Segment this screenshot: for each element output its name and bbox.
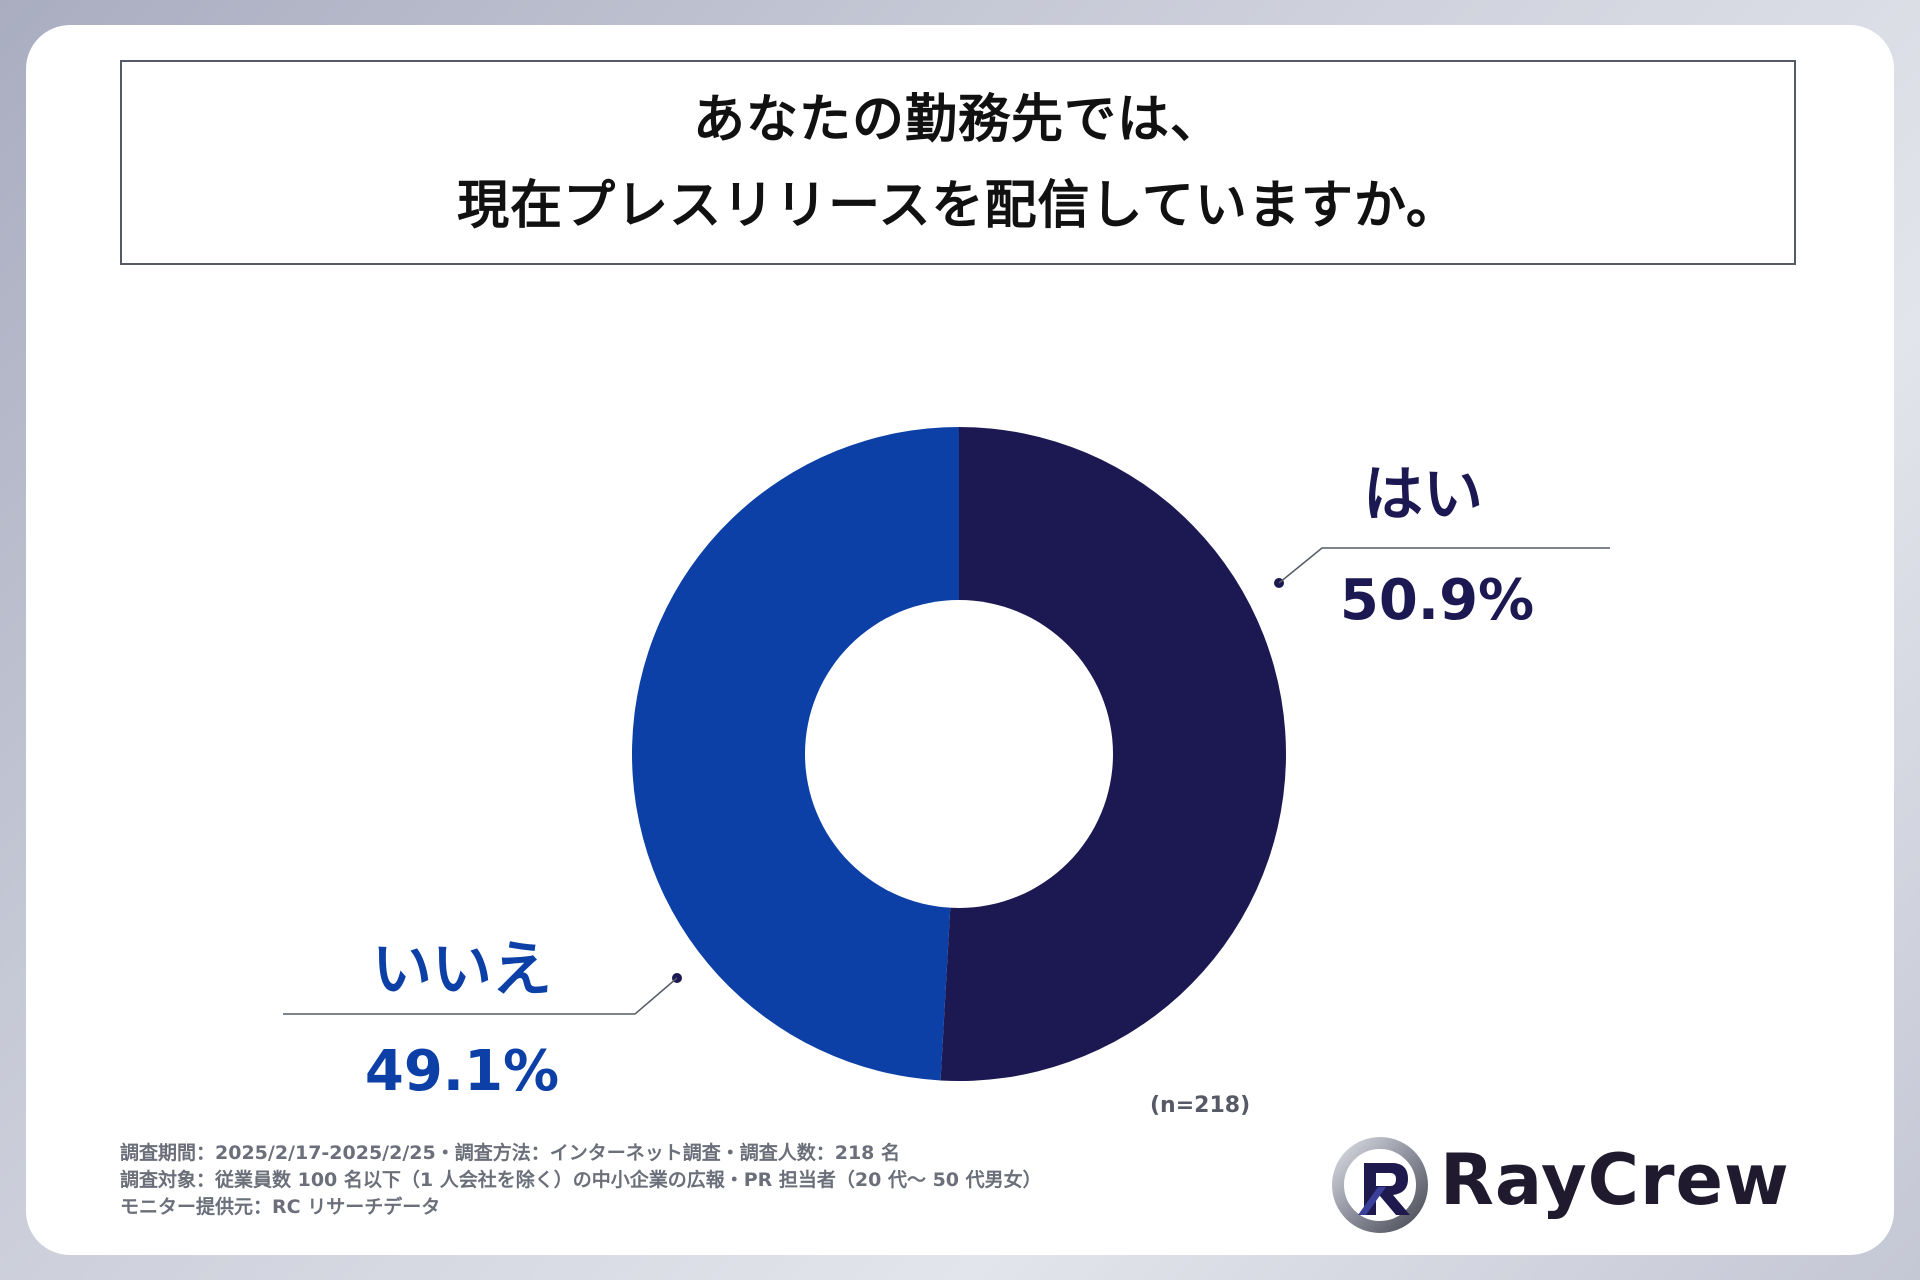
slice-value-yes: 50.9% bbox=[1340, 568, 1534, 633]
raycrew-logo: RayCrew bbox=[1330, 1135, 1810, 1235]
title-box: あなたの勤務先では、 現在プレスリリースを配信していますか。 bbox=[120, 60, 1796, 265]
slice-value-no: 49.1% bbox=[365, 1039, 559, 1104]
logo-mark-icon bbox=[1332, 1137, 1428, 1233]
footnote-source: モニター提供元：RC リサーチデータ bbox=[120, 1196, 441, 1218]
footnote-period: 調査期間：2025/2/17-2025/2/25・調査方法：インターネット調査・… bbox=[120, 1142, 901, 1164]
slice-label-yes: はい bbox=[1363, 460, 1483, 530]
footnote-target: 調査対象：従業員数 100 名以下（1 人会社を除く）の中小企業の広報・PR 担… bbox=[120, 1169, 1042, 1191]
chart-slices bbox=[631, 427, 1286, 1081]
title-line-1: あなたの勤務先では、 bbox=[692, 89, 1223, 150]
title-line-2: 現在プレスリリースを配信していますか。 bbox=[457, 175, 1459, 236]
slice-label-no: いいえ bbox=[372, 935, 552, 1005]
logo-text: RayCrew bbox=[1440, 1139, 1790, 1221]
leader-line-yes bbox=[1278, 547, 1610, 584]
sample-size-note: (n=218) bbox=[1150, 1093, 1251, 1118]
leader-line-no bbox=[283, 977, 678, 1015]
slice-yes bbox=[940, 427, 1286, 1081]
donut-hole bbox=[805, 600, 1113, 908]
footnotes: 調査期間：2025/2/17-2025/2/25・調査方法：インターネット調査・… bbox=[120, 1140, 1042, 1221]
slice-no bbox=[631, 427, 959, 1081]
